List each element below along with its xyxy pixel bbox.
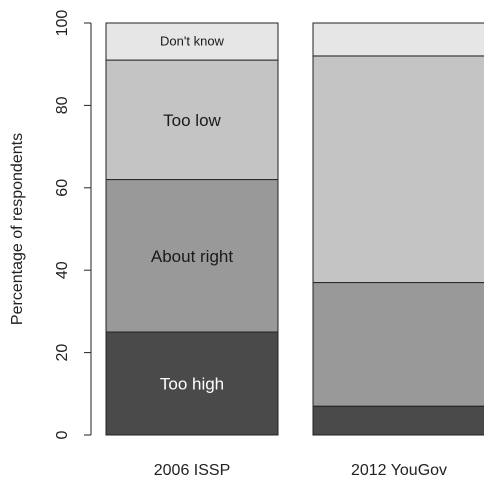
bar-2006-issp: Too high About right Too low Don't know [105, 22, 279, 436]
x-category-label: 2006 ISSP [154, 462, 231, 479]
y-tick-label: 60 [54, 179, 71, 197]
segment-label-don-t-know: Don't know [160, 34, 225, 49]
segment-label-too-high: Too high [160, 375, 224, 394]
segment-don-t-know-2006-issp [105, 22, 279, 61]
segment-too-low-2012-yougov [312, 55, 484, 284]
segment-about-right-2012-yougov [312, 282, 484, 407]
y-tick-label: 20 [54, 344, 71, 362]
bar-2012-yougov [312, 22, 484, 436]
segment-don-t-know-2012-yougov [312, 22, 484, 57]
bars: Too high About right Too low Don't know [105, 22, 484, 436]
y-axis: 0 20 40 60 80 100 [54, 10, 92, 439]
y-tick-label: 80 [54, 96, 71, 114]
y-axis-label: Percentage of respondents [9, 133, 26, 325]
segment-label-too-low: Too low [163, 111, 221, 130]
segment-too-low-2006-issp [105, 59, 279, 181]
segment-too-high-2006-issp [105, 331, 279, 436]
segment-about-right-2006-issp [105, 179, 279, 333]
segment-label-about-right: About right [151, 247, 233, 266]
y-tick-label: 40 [54, 261, 71, 279]
y-tick-label: 0 [54, 430, 71, 439]
x-category-label: 2012 YouGov [351, 462, 447, 479]
segment-too-high-2012-yougov [312, 405, 484, 436]
y-tick-label: 100 [54, 10, 71, 37]
x-axis-labels: 2006 ISSP 2012 YouGov [154, 462, 447, 479]
